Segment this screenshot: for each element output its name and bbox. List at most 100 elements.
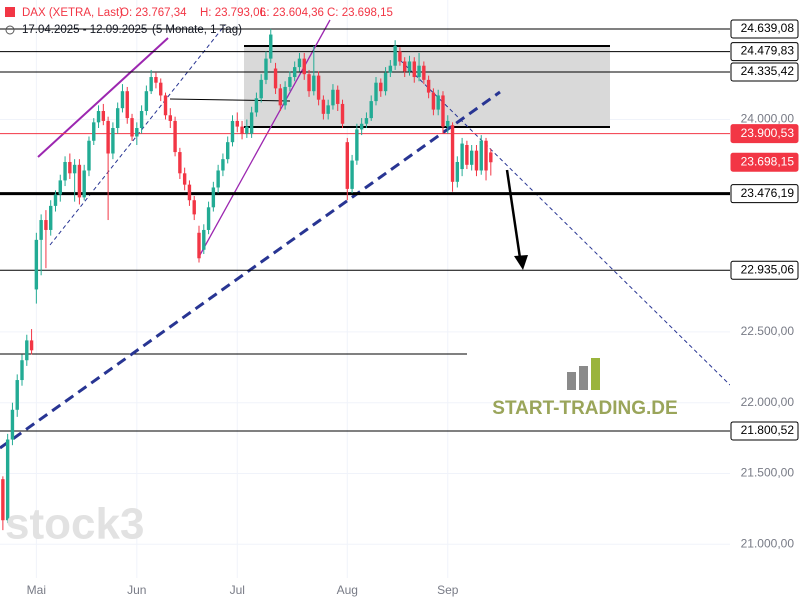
candle-body <box>474 150 479 171</box>
candle-body <box>96 111 101 123</box>
candle-body <box>29 340 34 351</box>
levels <box>0 28 730 432</box>
candle-body <box>484 140 488 171</box>
candle-body <box>465 144 469 165</box>
candle-body <box>202 229 206 250</box>
candle-body <box>412 61 416 78</box>
range-icon <box>5 25 15 35</box>
candle-body <box>92 122 96 141</box>
candle-body <box>154 77 158 83</box>
candle-body <box>336 89 340 104</box>
candle-body <box>10 409 15 440</box>
candle-body <box>144 91 149 112</box>
candle-body <box>431 92 436 110</box>
chart-period: (5 Monate, 1 Tag) <box>152 24 242 36</box>
candle-body <box>269 34 273 59</box>
candle-body <box>455 161 460 182</box>
candle-body <box>489 152 493 163</box>
candle-body <box>436 95 440 110</box>
candle-body <box>173 120 177 153</box>
candle-body <box>178 152 182 174</box>
candle-body <box>388 65 393 73</box>
candle-body <box>226 142 230 160</box>
candle-body <box>39 220 43 240</box>
candle-body <box>245 126 249 134</box>
candle-body <box>288 77 292 87</box>
chart-title: DAX (XETRA, Last) <box>22 7 123 19</box>
level-label-box <box>730 260 799 280</box>
candle-body <box>101 111 106 121</box>
candle-body <box>254 98 259 113</box>
candle-body <box>135 128 139 137</box>
candle-body <box>302 58 306 75</box>
candle-body <box>68 161 72 174</box>
candle-body <box>44 220 48 230</box>
level-label-box <box>730 19 799 39</box>
channel-line <box>37 37 169 158</box>
level-label-box <box>730 62 799 82</box>
level-label: 24.335,42 <box>741 64 795 78</box>
level-label: 21.800,52 <box>741 423 795 437</box>
level-label-box <box>730 42 799 62</box>
candle-body <box>479 140 483 171</box>
candle-body <box>345 142 350 189</box>
y-tick-label: 22.000,00 <box>741 395 795 409</box>
candle-body <box>240 126 244 134</box>
y-tick-label: 21.000,00 <box>741 536 795 550</box>
axes: 21.000,00 21.500,00 22.000,00 22.500,00 24.0… <box>27 19 799 597</box>
trend-line-thin <box>399 59 731 386</box>
level-label: 24.639,08 <box>741 21 795 35</box>
watermark: START-TRADING.DE <box>492 398 677 419</box>
candle-body <box>163 95 168 116</box>
candle-body <box>264 58 268 80</box>
candle-body <box>340 103 345 124</box>
candle-body <box>221 159 225 171</box>
candle-body <box>87 140 91 171</box>
candle-body <box>82 170 86 198</box>
x-tick-label: Aug <box>337 583 358 597</box>
candle-body <box>197 232 201 259</box>
candle-body <box>312 75 316 92</box>
arrow <box>505 169 522 259</box>
candles <box>1 28 493 531</box>
candle-body <box>469 150 474 165</box>
candle-body <box>379 82 383 92</box>
candle-body <box>120 91 125 109</box>
candle-body <box>49 205 53 230</box>
level-label: 22.935,06 <box>741 262 795 276</box>
candle-body <box>321 99 326 114</box>
candle-body <box>369 101 373 119</box>
level-label: 23.476,19 <box>741 186 795 200</box>
candle-body <box>125 91 129 119</box>
candle-body <box>206 207 211 230</box>
candle-body <box>58 180 62 195</box>
y-tick-label: 22.500,00 <box>741 324 795 338</box>
candle-body <box>278 88 283 106</box>
candle-body <box>25 340 29 361</box>
chart-subtitle: 17.04.2025 - 12.09.2025 <box>22 24 147 36</box>
candle-body <box>331 89 335 106</box>
candle-body <box>235 120 239 127</box>
candle-body <box>149 77 153 92</box>
candle-body <box>460 143 464 170</box>
candle-body <box>407 61 412 72</box>
candle-body <box>359 123 364 130</box>
y-tick-label: 21.500,00 <box>741 466 795 480</box>
candle-body <box>192 200 196 215</box>
candle-body <box>307 74 311 92</box>
candle-body <box>106 120 110 154</box>
level-label-box <box>730 152 799 172</box>
ohlc-low: L: 23.604,36 <box>260 7 324 19</box>
logo <box>567 358 600 390</box>
candle-body <box>77 164 82 198</box>
channel-line <box>199 19 331 256</box>
x-tick-label: Jul <box>230 583 245 597</box>
candle-body <box>403 61 407 72</box>
candle-body <box>398 51 402 62</box>
candle-body <box>259 79 263 99</box>
candle-body <box>115 108 120 129</box>
candle-body <box>216 170 220 188</box>
y-axis-panel <box>730 0 800 600</box>
candle-body <box>1 479 5 521</box>
